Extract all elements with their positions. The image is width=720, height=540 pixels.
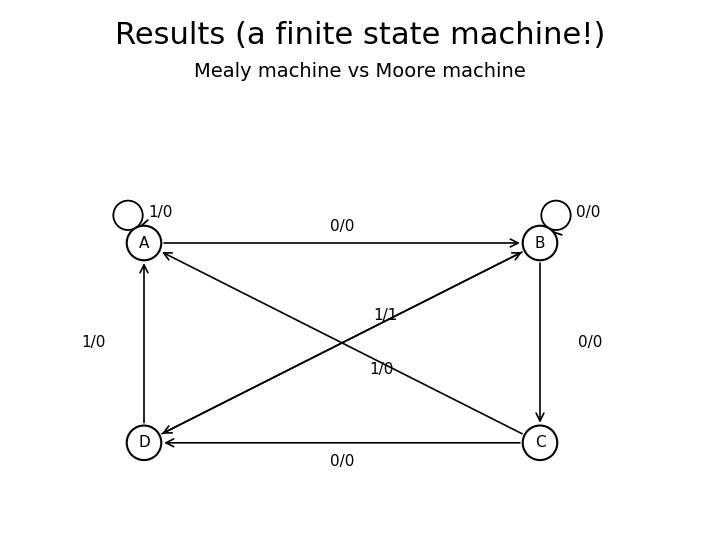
Text: 0/0: 0/0 <box>578 335 603 350</box>
Ellipse shape <box>127 426 161 460</box>
Text: Results (a finite state machine!): Results (a finite state machine!) <box>114 21 606 50</box>
Text: Mealy machine vs Moore machine: Mealy machine vs Moore machine <box>194 62 526 81</box>
Text: C: C <box>535 435 545 450</box>
Text: B: B <box>535 235 545 251</box>
Text: A: A <box>139 235 149 251</box>
Ellipse shape <box>523 426 557 460</box>
Ellipse shape <box>523 226 557 260</box>
Text: 0/0: 0/0 <box>330 454 354 469</box>
Text: 1/0: 1/0 <box>148 205 173 220</box>
Text: 1/0: 1/0 <box>369 362 394 377</box>
Text: 0/0: 0/0 <box>577 205 600 220</box>
Ellipse shape <box>127 226 161 260</box>
Text: 1/1: 1/1 <box>373 308 397 323</box>
Text: 0/0: 0/0 <box>330 219 354 234</box>
Text: D: D <box>138 435 150 450</box>
Text: 1/0: 1/0 <box>81 335 106 350</box>
